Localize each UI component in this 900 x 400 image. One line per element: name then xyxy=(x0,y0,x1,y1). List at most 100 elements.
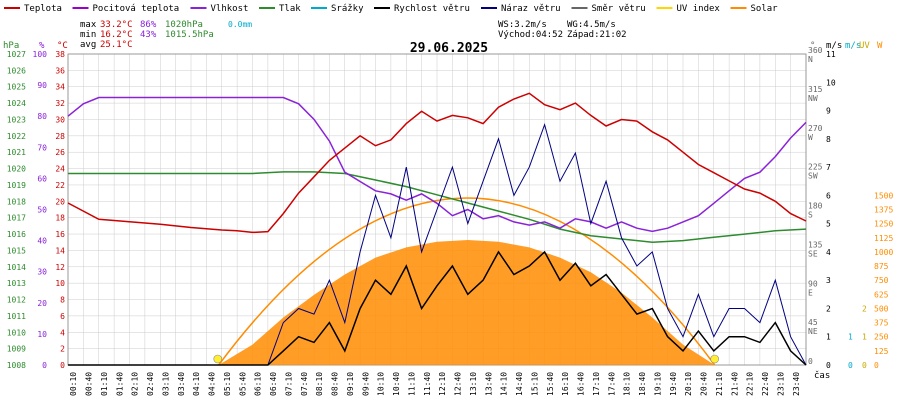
x-tick: 05:10 xyxy=(223,372,232,396)
x-tick: 16:10 xyxy=(561,372,570,396)
sunrise-time: Východ:04:52 xyxy=(498,30,563,40)
solar-tick: 625 xyxy=(874,290,889,299)
x-tick: 17:10 xyxy=(592,372,601,396)
axis-units: hPa % °C ° m/s m/s UV W čas xyxy=(3,41,883,381)
axes: 1008100910101011101210131014101510161017… xyxy=(7,46,894,396)
humidity-tick: 40 xyxy=(37,237,47,246)
x-tick: 10:40 xyxy=(392,372,401,396)
solar-tick: 1375 xyxy=(874,206,893,215)
compass-tick: S xyxy=(808,211,813,220)
winddir-tick: 135 xyxy=(808,240,823,249)
stats-max-label: max xyxy=(80,20,97,30)
solar-tick: 375 xyxy=(874,319,889,328)
uv-tick: 0 xyxy=(862,361,867,370)
wind-tick: 9 xyxy=(826,107,831,116)
pressure-tick: 1023 xyxy=(7,115,26,124)
x-tick: 19:10 xyxy=(653,372,662,396)
humidity-tick: 10 xyxy=(37,330,47,339)
wind-info: WS:3.2m/s WG:4.5m/s Východ:04:52 Západ:2… xyxy=(498,20,627,40)
uv-tick: 2 xyxy=(862,304,867,313)
temperature-tick: 8 xyxy=(60,296,65,305)
unit-hum: % xyxy=(39,41,45,51)
plot-area xyxy=(67,92,807,366)
x-tick: 18:10 xyxy=(623,372,632,396)
x-tick: 01:10 xyxy=(100,372,109,396)
temperature-tick: 18 xyxy=(55,214,65,223)
unit-press: hPa xyxy=(3,41,19,51)
pressure-tick: 1009 xyxy=(7,345,26,354)
x-tick: 20:40 xyxy=(700,372,709,396)
stats-avg-temp: 25.1°C xyxy=(100,40,133,50)
x-tick: 07:10 xyxy=(284,372,293,396)
pressure-tick: 1008 xyxy=(7,361,26,370)
unit-temp: °C xyxy=(57,41,68,51)
legend-label: Rychlost větru xyxy=(394,4,470,14)
x-tick: 22:40 xyxy=(761,372,770,396)
stats-min-press: 1015.5hPa xyxy=(165,30,214,40)
winddir-tick: 90 xyxy=(808,279,818,288)
legend-label: Solar xyxy=(751,4,779,14)
x-tick: 12:10 xyxy=(438,372,447,396)
temperature-tick: 38 xyxy=(55,50,65,59)
solar-tick: 250 xyxy=(874,333,889,342)
humidity-tick: 30 xyxy=(37,268,47,277)
x-tick: 08:40 xyxy=(331,372,340,396)
temperature-tick: 36 xyxy=(55,66,65,75)
x-tick: 00:40 xyxy=(85,372,94,396)
solar-tick: 500 xyxy=(874,304,889,313)
wind-tick: 4 xyxy=(826,248,831,257)
humidity-line xyxy=(67,96,807,233)
x-tick: 19:40 xyxy=(669,372,678,396)
sunrise-marker xyxy=(213,354,223,364)
pressure-tick: 1020 xyxy=(7,165,26,174)
solar-tick: 1500 xyxy=(874,191,893,200)
unit-wind: m/s xyxy=(826,41,842,51)
stats-avg-label: avg xyxy=(80,40,96,50)
stats-panel: max 33.2°C 86% 1020hPa 0.0mm min 16.2°C … xyxy=(80,20,252,50)
wind-ws: WS:3.2m/s xyxy=(498,20,547,30)
solar-tick: 0 xyxy=(874,361,879,370)
x-tick: 12:40 xyxy=(454,372,463,396)
pressure-line xyxy=(68,171,807,243)
x-tick: 17:40 xyxy=(607,372,616,396)
x-tick: 15:10 xyxy=(530,372,539,396)
legend-label: Náraz větru xyxy=(501,4,561,14)
winddir-tick: 270 xyxy=(808,124,823,133)
solar-max-line xyxy=(218,197,716,366)
x-tick: 15:40 xyxy=(546,372,555,396)
pressure-tick: 1025 xyxy=(7,83,26,92)
temperature-tick: 22 xyxy=(55,181,65,190)
winddir-tick: 315 xyxy=(808,85,823,94)
solar-tick: 875 xyxy=(874,262,889,271)
temperature-tick: 16 xyxy=(55,230,65,239)
x-tick: 23:40 xyxy=(792,372,801,396)
temperature-tick: 12 xyxy=(55,263,65,272)
solar-tick: 1125 xyxy=(874,234,893,243)
x-tick: 14:40 xyxy=(515,372,524,396)
stats-max-temp: 33.2°C xyxy=(100,20,133,30)
temperature-tick: 10 xyxy=(55,279,65,288)
x-tick: 04:40 xyxy=(208,372,217,396)
temperature-tick: 2 xyxy=(60,345,65,354)
temperature-tick: 24 xyxy=(55,165,65,174)
x-tick: 04:10 xyxy=(192,372,201,396)
compass-tick: N xyxy=(808,55,813,64)
compass-tick: SE xyxy=(808,249,818,258)
compass-tick: NW xyxy=(808,94,818,103)
winddir-tick: 45 xyxy=(808,318,818,327)
pressure-tick: 1018 xyxy=(7,197,26,206)
legend-label: Teplota xyxy=(24,4,62,14)
solar-tick: 125 xyxy=(874,347,889,356)
temperature-tick: 4 xyxy=(60,328,65,337)
chart-title: 29.06.2025 xyxy=(410,41,488,56)
pressure-tick: 1014 xyxy=(7,263,26,272)
unit-solar: W xyxy=(877,41,883,51)
sunset-time: Západ:21:02 xyxy=(567,30,627,40)
x-tick: 06:40 xyxy=(269,372,278,396)
temperature-tick: 14 xyxy=(55,246,65,255)
stats-max-hum: 86% xyxy=(140,20,157,30)
humidity-tick: 100 xyxy=(33,50,48,59)
wind-tick: 1 xyxy=(826,333,831,342)
humidity-tick: 70 xyxy=(37,143,47,152)
